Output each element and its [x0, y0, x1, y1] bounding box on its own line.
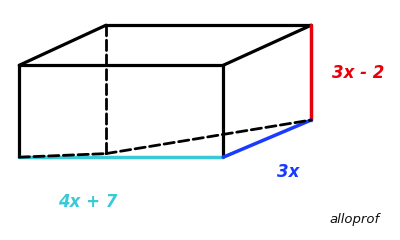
- Text: 4x + 7: 4x + 7: [58, 192, 118, 211]
- Text: 3x - 2: 3x - 2: [332, 64, 384, 82]
- Text: alloprof: alloprof: [330, 213, 380, 226]
- Text: 3x: 3x: [277, 163, 299, 181]
